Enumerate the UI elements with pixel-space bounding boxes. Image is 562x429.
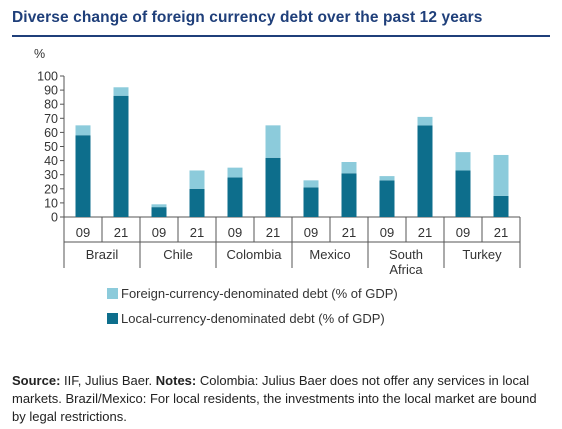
x-tick-label: 21 (266, 225, 280, 240)
x-tick-label: 21 (494, 225, 508, 240)
x-axis: 09 21 09 21 09 21 09 21 09 21 09 21 Brazil Chile Colom… (64, 217, 521, 277)
y-tick-label: 30 (44, 168, 58, 182)
bar-segment-foreign (341, 162, 357, 174)
bar-segment-foreign (113, 87, 129, 96)
bar-segment-foreign (455, 152, 471, 171)
x-tick-label: 21 (418, 225, 432, 240)
group-label: Turkey (462, 247, 502, 262)
group-label: Africa (389, 262, 423, 277)
bar-segment-local (493, 195, 509, 217)
x-tick-label: 21 (114, 225, 128, 240)
bar-segment-foreign (75, 125, 91, 136)
y-tick-label: 20 (44, 182, 58, 196)
x-tick-label: 21 (342, 225, 356, 240)
x-tick-label: 09 (380, 225, 394, 240)
chart-title: Diverse change of foreign currency debt … (12, 9, 483, 26)
group-label: Brazil (86, 247, 119, 262)
y-tick-label: 80 (44, 98, 58, 112)
bar-segment-local (455, 170, 471, 217)
legend: Foreign-currency-denominated debt (% of … (107, 286, 398, 326)
x-tick-label: 09 (152, 225, 166, 240)
x-tick-label: 21 (190, 225, 204, 240)
y-tick-label: 100 (37, 70, 58, 84)
legend-swatch (107, 313, 118, 324)
legend-label: Local-currency-denominated debt (% of GD… (121, 311, 385, 326)
x-tick-label: 09 (76, 225, 90, 240)
notes-text: Colombia: Julius Baer does not offer any… (12, 373, 537, 424)
group-label: Mexico (309, 247, 350, 262)
x-tick-label: 09 (228, 225, 242, 240)
legend-swatch (107, 288, 118, 299)
bar-segment-local (113, 95, 129, 217)
bars (75, 87, 509, 217)
bar-segment-foreign (493, 154, 509, 196)
bar-segment-foreign (265, 125, 281, 158)
y-tick-label: 90 (44, 84, 58, 98)
group-label: South (389, 247, 423, 262)
bar-segment-local (341, 173, 357, 217)
bar-segment-local (303, 187, 319, 217)
title-rule (12, 35, 550, 37)
y-tick-label: 60 (44, 126, 58, 140)
bar-segment-foreign (227, 167, 243, 178)
bar-segment-foreign (189, 170, 205, 189)
bar-segment-local (189, 188, 205, 217)
bar-segment-foreign (417, 116, 433, 126)
bar-segment-local (379, 180, 395, 217)
bar-segment-foreign (151, 204, 167, 208)
x-tick-label: 09 (304, 225, 318, 240)
bar-segment-local (417, 125, 433, 217)
y-tick-label: 0 (51, 211, 58, 225)
group-label: Chile (163, 247, 193, 262)
source-text: IIF, Julius Baer. (60, 373, 156, 388)
y-tick-label: 10 (44, 196, 58, 210)
y-unit-label: % (34, 47, 45, 61)
group-label: Colombia (227, 247, 283, 262)
bar-segment-foreign (379, 176, 395, 181)
source-label: Source: (12, 373, 61, 388)
y-tick-label: 50 (44, 140, 58, 154)
bar-segment-local (75, 135, 91, 217)
y-tick-label: 70 (44, 112, 58, 126)
bar-segment-local (227, 177, 243, 217)
source-note: Source: IIF, Julius Baer. Notes: Colombi… (12, 372, 552, 426)
y-tick-label: 40 (44, 154, 58, 168)
legend-label: Foreign-currency-denominated debt (% of … (121, 286, 398, 301)
x-tick-label: 09 (456, 225, 470, 240)
bar-segment-local (151, 207, 167, 217)
notes-label: Notes: (155, 373, 197, 388)
bar-segment-foreign (303, 180, 319, 188)
bar-segment-local (265, 157, 281, 217)
